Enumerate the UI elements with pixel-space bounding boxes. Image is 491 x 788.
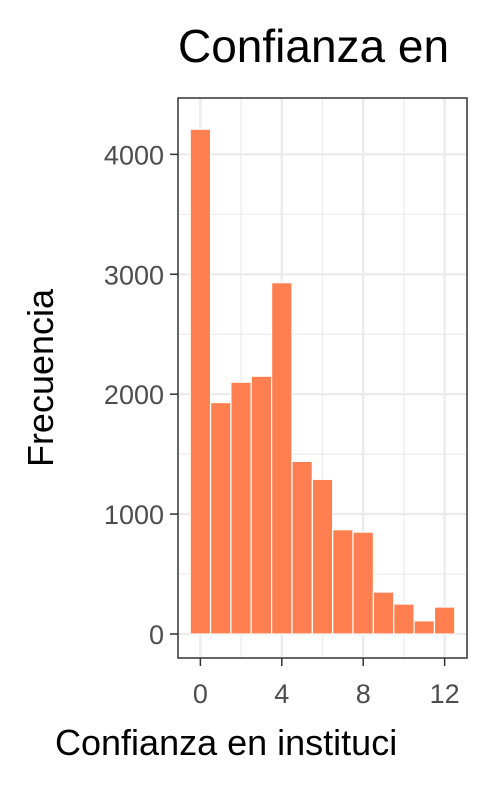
x-tick-label: 0 xyxy=(193,679,208,709)
histogram-bar xyxy=(393,603,415,635)
axis-ticks: 0 1000 2000 3000 4000 0 4 8 12 xyxy=(104,140,460,709)
y-tick-label: 2000 xyxy=(104,380,164,410)
x-tick-label: 4 xyxy=(274,679,289,709)
histogram-bar xyxy=(372,591,395,635)
panel-border xyxy=(177,97,468,659)
histogram-bar xyxy=(311,478,334,635)
histogram-bar xyxy=(413,620,436,635)
chart-title: Confianza en xyxy=(178,20,449,72)
bars xyxy=(189,128,456,635)
histogram-bar xyxy=(433,606,456,635)
histogram-bar xyxy=(250,375,273,635)
histogram-bar xyxy=(352,531,374,635)
y-axis-title: Frecuencia xyxy=(20,288,61,467)
histogram-bar xyxy=(189,128,212,635)
histogram-bar xyxy=(332,529,354,635)
histogram-bar xyxy=(271,282,293,635)
histogram-bar xyxy=(291,460,313,635)
histogram-bar xyxy=(230,381,252,635)
y-tick-label: 4000 xyxy=(104,140,164,170)
x-axis-title: Confianza en instituci xyxy=(55,722,397,763)
y-tick-label: 0 xyxy=(149,620,164,650)
y-tick-label: 3000 xyxy=(104,260,164,290)
y-tick-label: 1000 xyxy=(104,500,164,530)
x-tick-label: 8 xyxy=(356,679,371,709)
histogram-bar xyxy=(209,401,232,635)
x-tick-label: 12 xyxy=(430,679,460,709)
